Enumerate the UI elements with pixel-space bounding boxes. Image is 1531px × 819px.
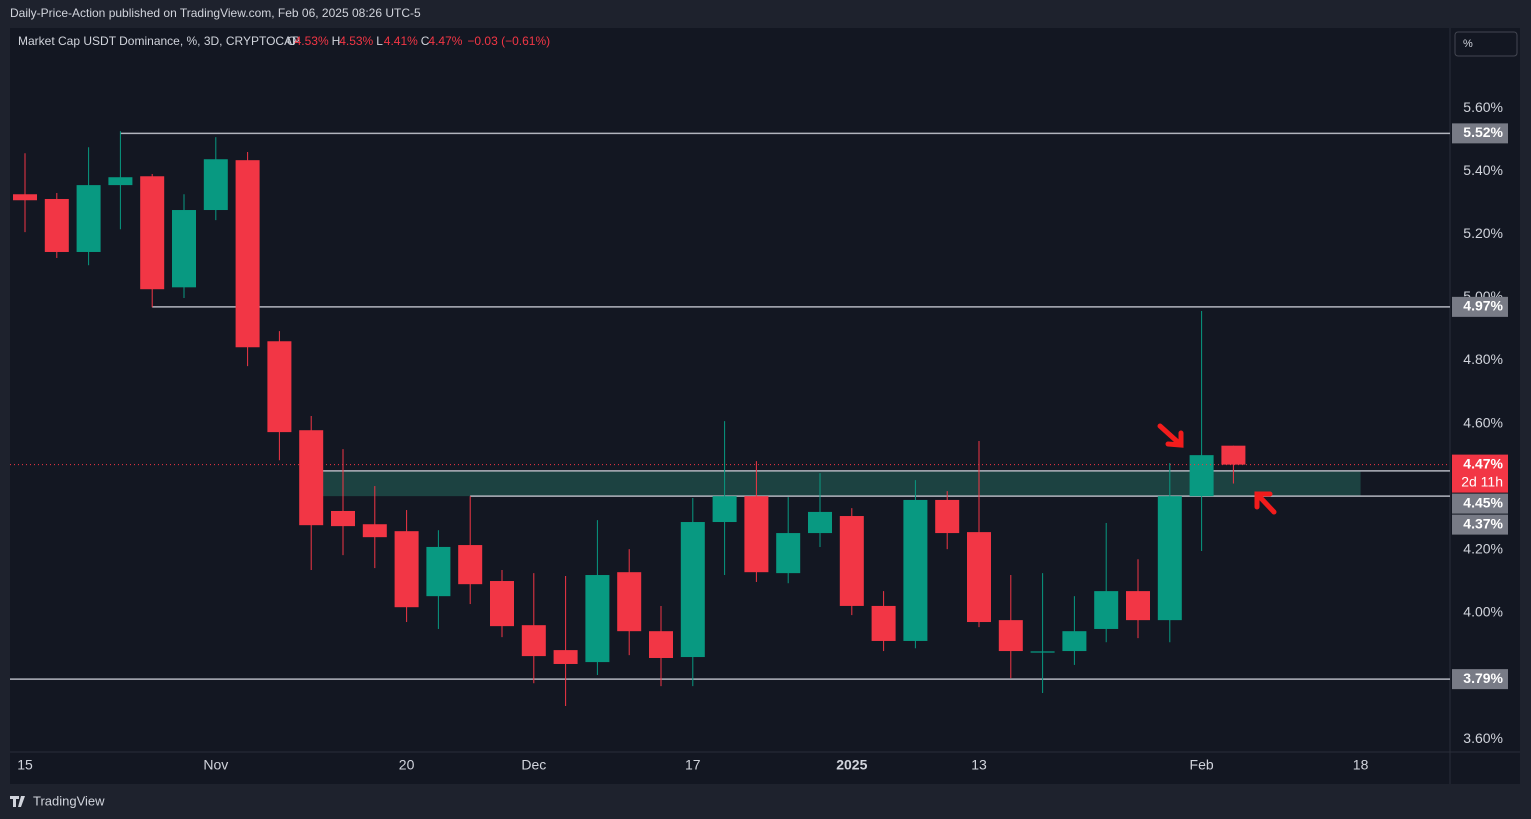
candle-body bbox=[1126, 591, 1150, 621]
annotations bbox=[1157, 423, 1277, 515]
countdown: 2d 11h bbox=[1461, 473, 1503, 489]
legend-key: H bbox=[332, 34, 341, 48]
candle-body bbox=[744, 496, 769, 573]
marks bbox=[10, 131, 1450, 706]
zone bbox=[311, 470, 1361, 497]
level-label-box bbox=[1452, 493, 1508, 514]
candle-body bbox=[331, 510, 355, 527]
level-label-box bbox=[1452, 296, 1508, 317]
candle-body bbox=[935, 499, 960, 534]
candle-body bbox=[172, 210, 196, 288]
x-tick-label: 20 bbox=[399, 757, 415, 773]
plot-background bbox=[10, 28, 1520, 784]
legend-key: C bbox=[421, 34, 430, 48]
candle-body bbox=[490, 581, 514, 627]
candle-body bbox=[585, 575, 610, 663]
candle-body bbox=[967, 532, 991, 623]
footer-logo: TradingView bbox=[10, 793, 105, 808]
scale-button-label[interactable]: % bbox=[1463, 38, 1473, 50]
x-tick-label: Nov bbox=[203, 757, 228, 773]
legend-value: 4.53% bbox=[295, 34, 329, 48]
x-tick-label: Dec bbox=[521, 757, 546, 773]
y-tick-label: 5.20% bbox=[1463, 225, 1503, 241]
symbol-title: Market Cap USDT Dominance, %, 3D, CRYPTO… bbox=[18, 34, 300, 48]
level-label: 4.37% bbox=[1463, 515, 1503, 531]
arrow-down bbox=[1157, 423, 1184, 448]
candle-body bbox=[1030, 651, 1055, 653]
legend-value: 4.53% bbox=[339, 34, 373, 48]
y-tick-label: 3.60% bbox=[1463, 730, 1503, 746]
legend-value: 4.41% bbox=[384, 34, 418, 48]
last-price-label: 4.47% bbox=[1463, 455, 1503, 471]
candle-body bbox=[267, 341, 292, 433]
candle-body bbox=[521, 625, 546, 657]
arrow-up bbox=[1254, 491, 1277, 515]
candle-body bbox=[776, 533, 801, 574]
published-note: Daily-Price-Action published on TradingV… bbox=[10, 6, 421, 20]
candle-body bbox=[1094, 591, 1119, 629]
candle-body bbox=[1062, 631, 1087, 652]
y-tick-label: 4.20% bbox=[1463, 540, 1503, 556]
legend-change: −0.03 (−0.61%) bbox=[467, 34, 550, 48]
level-label: 4.45% bbox=[1463, 494, 1503, 510]
candle-body bbox=[13, 194, 37, 201]
candle-body bbox=[1157, 496, 1182, 621]
y-tick-label: 4.80% bbox=[1463, 351, 1503, 367]
level-label-box bbox=[1452, 669, 1508, 690]
legend-key: L bbox=[376, 34, 383, 48]
candle-body bbox=[617, 572, 642, 632]
candle-body bbox=[108, 177, 133, 186]
candle-body bbox=[649, 631, 673, 658]
y-tick-label: 5.60% bbox=[1463, 99, 1503, 115]
candle-body bbox=[140, 176, 165, 290]
level-label: 5.52% bbox=[1463, 124, 1503, 140]
y-tick-label: 4.60% bbox=[1463, 414, 1503, 430]
candle-body bbox=[458, 545, 483, 585]
candle-body bbox=[203, 159, 228, 211]
candle-body bbox=[712, 496, 737, 523]
candle-body bbox=[998, 620, 1023, 652]
scale-button[interactable] bbox=[1454, 31, 1518, 57]
candle-body bbox=[44, 198, 69, 252]
x-tick-label: 17 bbox=[685, 757, 701, 773]
brand: TradingView bbox=[33, 793, 105, 808]
level-label: 3.79% bbox=[1463, 670, 1503, 686]
y-tick-label: 5.40% bbox=[1463, 162, 1503, 178]
candle-body bbox=[235, 160, 260, 348]
level-label-box bbox=[1452, 514, 1508, 535]
candle-body bbox=[839, 516, 864, 606]
legend-value: 4.47% bbox=[428, 34, 462, 48]
candle-body bbox=[680, 522, 705, 658]
candle-body bbox=[808, 511, 832, 534]
candle-body bbox=[394, 531, 419, 608]
candle-body bbox=[76, 185, 101, 252]
x-tick-label: 18 bbox=[1353, 757, 1369, 773]
candle-body bbox=[1221, 445, 1246, 465]
candle-body bbox=[553, 650, 578, 664]
legend-key: O bbox=[287, 34, 296, 48]
candle-body bbox=[426, 546, 451, 597]
level-label-box bbox=[1452, 123, 1508, 144]
last-price-box bbox=[1452, 454, 1508, 493]
candle-body bbox=[871, 605, 896, 641]
candle-body bbox=[299, 430, 324, 526]
candle-body bbox=[362, 524, 387, 538]
x-tick-label: 13 bbox=[971, 757, 987, 773]
y-tick-label: 4.00% bbox=[1463, 604, 1503, 620]
x-tick-label: Feb bbox=[1190, 757, 1214, 773]
logo-icon bbox=[10, 796, 25, 807]
candle-body bbox=[1189, 455, 1214, 497]
candle-body bbox=[903, 499, 928, 641]
x-tick-label: 15 bbox=[17, 757, 33, 773]
x-tick-label: 2025 bbox=[836, 757, 867, 773]
level-label: 4.97% bbox=[1463, 298, 1503, 314]
